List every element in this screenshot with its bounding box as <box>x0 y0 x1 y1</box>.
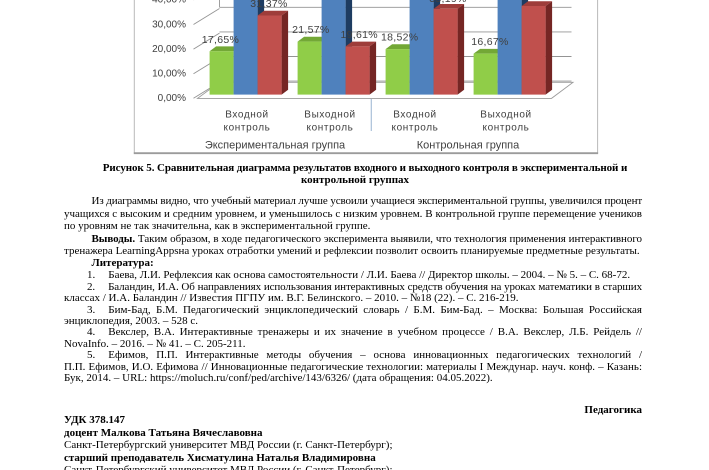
svg-text:контроль: контроль <box>224 122 271 133</box>
svg-text:18,52%: 18,52% <box>381 32 418 44</box>
svg-text:35,19%: 35,19% <box>429 0 466 5</box>
svg-text:Контрольная группа: Контрольная группа <box>417 139 520 151</box>
svg-text:Экспериментальная группа: Экспериментальная группа <box>205 139 346 151</box>
svg-text:Входной: Входной <box>393 110 437 121</box>
svg-text:Выходной: Выходной <box>304 110 355 121</box>
svg-text:20,00%: 20,00% <box>152 44 186 55</box>
svg-text:17,65%: 17,65% <box>202 34 239 46</box>
svg-text:контроль: контроль <box>392 122 439 133</box>
svg-text:31,37%: 31,37% <box>250 0 287 10</box>
svg-text:10,00%: 10,00% <box>152 68 186 79</box>
svg-text:30,00%: 30,00% <box>152 19 186 30</box>
svg-text:21,57%: 21,57% <box>292 24 329 36</box>
svg-text:Входной: Входной <box>225 110 269 121</box>
svg-text:Выходной: Выходной <box>480 110 531 121</box>
svg-text:контроль: контроль <box>483 122 530 133</box>
svg-text:контроль: контроль <box>307 122 354 133</box>
svg-text:19,61%: 19,61% <box>340 29 377 41</box>
svg-text:16,67%: 16,67% <box>471 36 508 48</box>
svg-text:0,00%: 0,00% <box>158 93 186 104</box>
svg-text:40,00%: 40,00% <box>152 0 186 6</box>
